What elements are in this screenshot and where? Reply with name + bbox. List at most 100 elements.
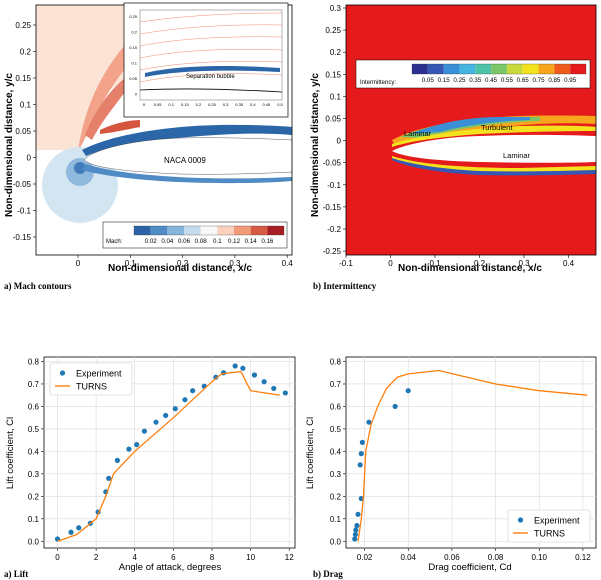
intermittency-colorbar-value: 0.45 <box>485 77 498 84</box>
drag-panel: 0.02 0.04 0.06 0.08 0.10 0.12 0.0 0.1 0.2 0.3 0.4 0… <box>305 356 597 579</box>
mach-colorbar-swatch <box>134 226 151 235</box>
intermittency-colorbar-swatch <box>412 64 428 74</box>
mach-xtick-label: 0 <box>76 259 81 268</box>
intermittency-colorbar-swatch <box>570 64 586 74</box>
intermittency-colorbar-swatch <box>443 64 460 74</box>
lift-xtick-label: 0 <box>55 553 60 562</box>
lift-ytick-label: 0.4 <box>28 447 40 456</box>
intermittency-colorbar-frame <box>411 63 587 75</box>
drag-ytick-label: 0.5 <box>330 425 342 434</box>
drag-ytick-label: 0.4 <box>330 447 342 456</box>
lift-ytick-label: 0.1 <box>28 515 40 524</box>
intermittency-ytick-label: 0.25 <box>325 26 341 35</box>
lift-xtick-label: 12 <box>285 553 294 562</box>
mach-colorbar-swatch <box>200 226 218 235</box>
drag-experiment-point <box>352 531 358 538</box>
inset-xtick-label: 0.1 <box>168 102 174 107</box>
lift-experiment-point <box>153 419 159 425</box>
drag-xtick-label: 0.08 <box>488 553 504 562</box>
lift-experiment-point <box>114 457 120 463</box>
inset-xtick-label: 0.3 <box>223 102 229 107</box>
intermittency-colorbar-swatch <box>427 64 444 74</box>
lift-ytick-label: 0.0 <box>28 537 40 546</box>
inset-xtick-label: 0.15 <box>181 102 190 107</box>
inset-ytick-label: 0.15 <box>129 45 138 50</box>
lift-experiment-point <box>271 385 277 392</box>
mach-xtick-label: 0.2 <box>177 259 189 268</box>
lift-experiment-point <box>282 390 288 396</box>
separation-inset: Separation bubble 0 0.05 0.1 0.15 0.2 0.25 0.3… <box>123 2 289 118</box>
lift-ytick-label: 0.2 <box>28 492 40 501</box>
intermittency-colorbar-value: 0.95 <box>564 77 577 84</box>
intermittency-ytick-label: 0.2 <box>330 48 342 57</box>
inset-xtick-label: 0.5 <box>277 102 283 107</box>
mach-ytick-label: -0.1 <box>17 207 31 216</box>
intermittency-colorbar-value: 0.85 <box>548 77 561 84</box>
mach-ytick-label: 0.2 <box>20 48 32 57</box>
inset-xtick-label: 0.4 <box>250 102 256 107</box>
lift-experiment-point <box>126 446 132 452</box>
intermittency-ytick-label: 0 <box>337 137 342 146</box>
mach-colorbar-value: 0.16 <box>261 238 274 245</box>
drag-ytick-label: 0.1 <box>330 515 342 524</box>
lift-xtick-label: 10 <box>246 553 255 562</box>
drag-experiment-point <box>358 451 364 457</box>
inset-xtick-label: 0.45 <box>263 102 272 107</box>
lift-legend-marker-swatch <box>59 370 66 376</box>
lift-experiment-point <box>106 475 112 481</box>
mach-ytick-label: 0.15 <box>15 74 31 83</box>
drag-legend-box <box>507 509 591 543</box>
intermittency-colorbar: Intermittency: 0.05 0.15 0.25 0.35 0.45 0.55 0… <box>355 59 591 89</box>
intermittency-colorbar-swatch <box>459 64 476 74</box>
drag-experiment-point <box>366 419 372 425</box>
inset-ytick-label: 0.05 <box>129 76 138 81</box>
inset-ytick-label: 0.2 <box>131 30 137 35</box>
lift-experiment-point <box>76 525 82 531</box>
mach-ytick-label: 0.05 <box>15 127 31 136</box>
intermittency-ytick-label: 0.05 <box>325 115 341 124</box>
intermittency-colorbar-value: 0.65 <box>517 77 530 84</box>
drag-legend-label: TURNS <box>534 529 565 539</box>
lift-experiment-point <box>172 406 178 412</box>
lift-legend-label: TURNS <box>76 382 107 392</box>
inset-xtick-label: 0.2 <box>196 102 202 107</box>
intermittency-colorbar-value: 0.05 <box>422 77 435 84</box>
mach-colorbar-frame <box>133 225 285 236</box>
mach-xtick-label: 0.3 <box>229 259 241 268</box>
mach-contour-panel: NACA 0009 Separation bubble 0 0.05 0.1 0.15… <box>4 2 293 291</box>
drag-experiment-point <box>355 511 361 517</box>
drag-experiment-point <box>359 439 365 445</box>
inset-annotation: Separation bubble <box>186 74 235 80</box>
drag-xtick-label: 0.04 <box>400 553 416 562</box>
intermittency-colorbar-value: 0.55 <box>501 77 514 84</box>
intermittency-xlabel: Non-dimensional distance, x/c <box>398 263 542 274</box>
lift-ytick-label: 0.5 <box>28 425 40 434</box>
drag-xtick-label: 0.02 <box>357 553 373 562</box>
mach-colorbar-value: 0.14 <box>245 238 258 245</box>
intermittency-ytick-label: -0.1 <box>327 181 341 190</box>
mach-ytick-label: 0.25 <box>15 21 31 30</box>
intermittency-colorbar-label: Intermittency: <box>360 80 396 86</box>
intermittency-xtick-label: 0.3 <box>518 259 530 268</box>
laminar-upper-label: Laminar <box>404 129 432 138</box>
intermittency-ytick-label: -0.05 <box>323 159 342 168</box>
intermittency-ytick-label: -0.2 <box>327 225 341 234</box>
drag-xtick-label: 0.06 <box>444 553 460 562</box>
lift-panel: 0 2 4 6 8 10 12 0.0 0.1 0.2 0.3 0.4 0.5 0.6 0.7 0.8 Exp… <box>4 356 296 579</box>
lift-xlabel: Angle of attack, degrees <box>119 562 222 573</box>
drag-ytick-label: 0.8 <box>330 357 342 366</box>
mach-colorbar-swatch <box>184 226 201 235</box>
mach-colorbar-swatch <box>234 226 251 235</box>
intermittency-colorbar-swatch <box>491 64 507 74</box>
drag-ytick-label: 0.6 <box>330 402 342 411</box>
intermittency-ylabel: Non-dimensional distance, y/c <box>310 73 321 217</box>
lift-ytick-label: 0.3 <box>28 470 40 479</box>
mach-ytick-label: 0 <box>27 154 32 163</box>
lift-experiment-point <box>134 442 140 448</box>
intermittency-xtick-label: -0.1 <box>339 259 353 268</box>
mach-colorbar: Mach: 0.02 0.04 0.06 0.08 0.1 0.12 0.14 0.16 <box>102 221 288 249</box>
mach-ytick-label: -0.15 <box>13 233 32 242</box>
intermittency-ytick-label: 0.15 <box>325 70 341 79</box>
lift-experiment-point <box>251 372 258 378</box>
lift-experiment-point <box>182 397 188 403</box>
